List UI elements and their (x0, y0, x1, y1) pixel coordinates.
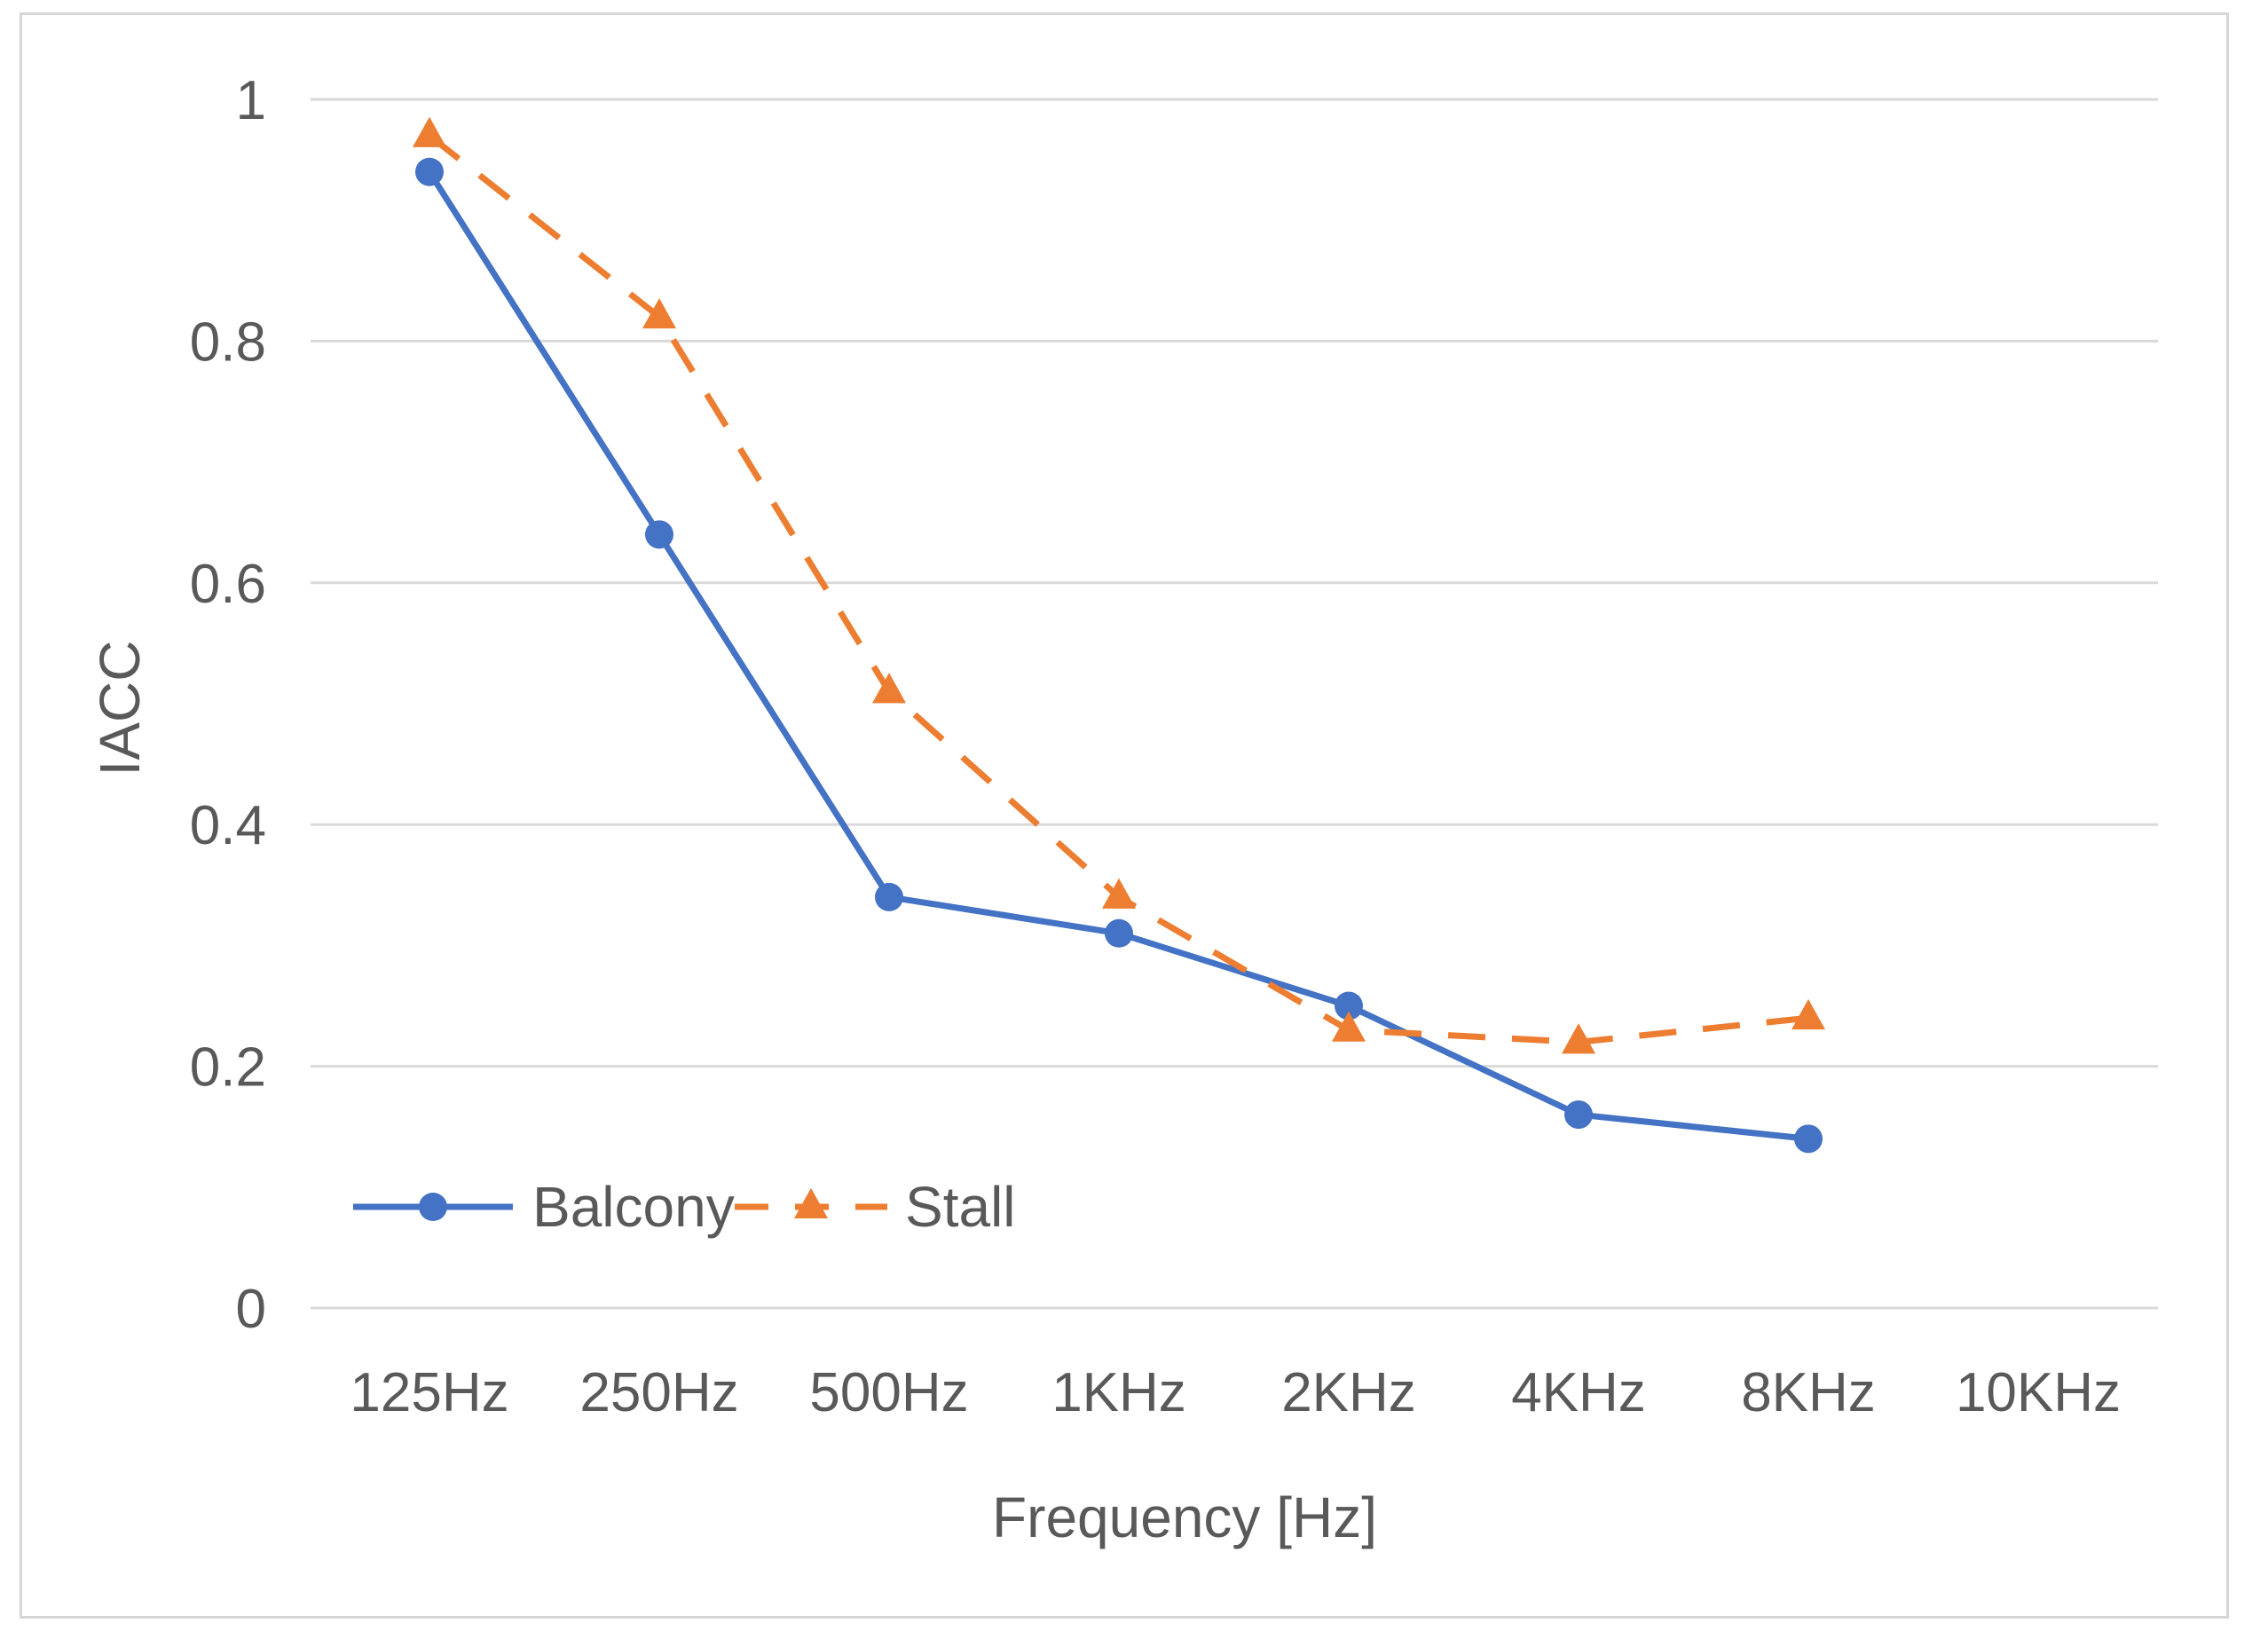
y-tick-label: 0.2 (190, 1037, 266, 1099)
data-point-stall (872, 673, 906, 704)
y-tick-label: 1 (236, 70, 266, 131)
gridlines (311, 98, 2158, 1310)
data-point-stall (1792, 998, 1825, 1030)
data-point-balcony (1794, 1124, 1823, 1154)
y-axis-ticks: 0 0.2 0.4 0.6 0.8 1 (190, 70, 266, 1340)
x-axis-title: Frequency [Hz] (992, 1485, 1377, 1549)
data-point-balcony (1105, 918, 1133, 948)
legend-label-balcony: Balcony (532, 1175, 735, 1239)
y-axis-title: IACC (88, 641, 152, 776)
data-point-balcony (875, 882, 903, 911)
series-stall (413, 116, 1825, 1054)
legend-label-stall: Stall (905, 1175, 1016, 1239)
data-point-balcony (1335, 991, 1363, 1020)
x-tick-label: 4KHz (1511, 1362, 1646, 1423)
legend: Balcony Stall (353, 1175, 1016, 1239)
legend-item-stall: Stall (735, 1175, 1016, 1239)
series-lines (413, 116, 1825, 1154)
data-point-stall (1562, 1023, 1595, 1054)
x-tick-label: 250Hz (579, 1362, 738, 1423)
x-tick-label: 125Hz (350, 1362, 508, 1423)
data-point-stall (1332, 1011, 1366, 1042)
data-point-balcony (645, 520, 673, 549)
x-axis-ticks: 125Hz 250Hz 500Hz 1KHz 2KHz 4KHz 8KHz 10KHz (350, 1362, 2121, 1423)
x-tick-label: 1KHz (1051, 1362, 1186, 1423)
data-point-stall (1102, 878, 1136, 909)
y-tick-label: 0 (236, 1279, 266, 1340)
data-point-balcony (1564, 1100, 1593, 1130)
series-line-balcony (427, 169, 1809, 1142)
legend-marker-stall (794, 1187, 828, 1218)
data-point-stall (413, 116, 446, 147)
y-tick-label: 0.8 (190, 311, 266, 373)
chart-frame (20, 12, 2229, 1619)
x-tick-label: 500Hz (809, 1362, 968, 1423)
x-tick-label: 10KHz (1956, 1362, 2121, 1423)
legend-marker-balcony (419, 1193, 447, 1221)
y-tick-label: 0.4 (190, 795, 266, 856)
legend-item-balcony: Balcony (353, 1175, 735, 1239)
x-tick-label: 8KHz (1741, 1362, 1876, 1423)
data-point-stall (642, 297, 676, 329)
y-tick-label: 0.6 (190, 554, 266, 615)
x-tick-label: 2KHz (1281, 1362, 1416, 1423)
series-balcony (415, 157, 1823, 1154)
data-point-balcony (415, 157, 444, 186)
